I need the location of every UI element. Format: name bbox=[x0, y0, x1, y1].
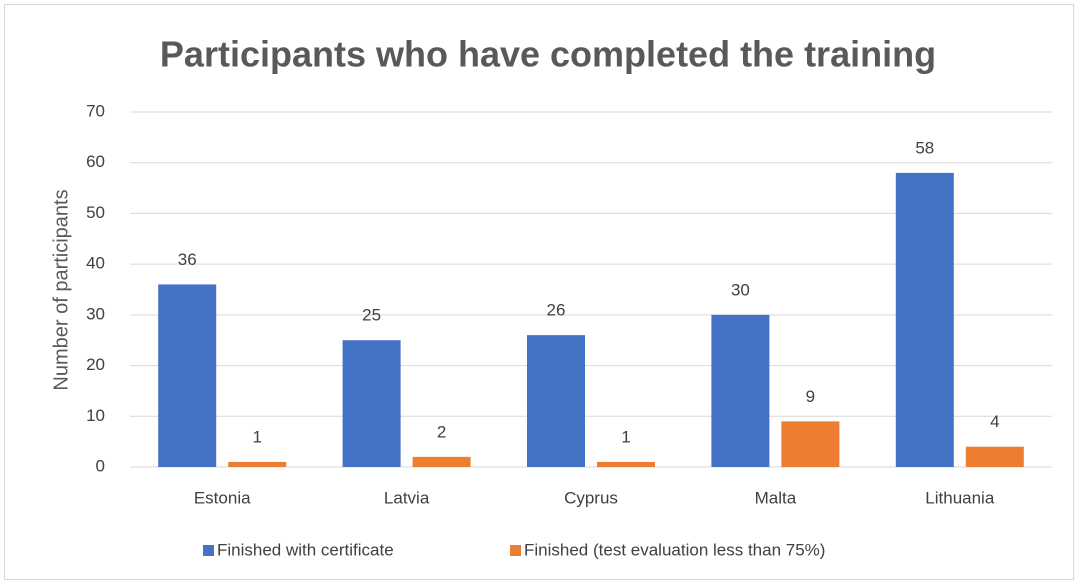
chart-title: Participants who have completed the trai… bbox=[160, 34, 936, 75]
bar bbox=[228, 461, 287, 467]
y-tick-label: 10 bbox=[86, 406, 105, 425]
x-tick-label: Estonia bbox=[194, 488, 251, 507]
x-tick-label: Malta bbox=[755, 488, 797, 507]
legend-label: Finished (test evaluation less than 75%) bbox=[524, 540, 825, 559]
x-tick-label: Latvia bbox=[384, 488, 430, 507]
bar bbox=[895, 172, 954, 467]
legend-swatch bbox=[510, 545, 521, 556]
bar bbox=[711, 314, 770, 467]
bar bbox=[342, 340, 401, 467]
data-label: 2 bbox=[437, 422, 446, 441]
data-label: 26 bbox=[547, 301, 566, 320]
data-label: 25 bbox=[362, 306, 381, 325]
bar bbox=[412, 456, 471, 467]
data-label: 1 bbox=[252, 427, 261, 446]
data-label: 4 bbox=[990, 412, 999, 431]
bar bbox=[781, 421, 840, 467]
data-label: 30 bbox=[731, 280, 750, 299]
y-axis-label: Number of participants bbox=[50, 189, 72, 390]
y-tick-label: 50 bbox=[86, 203, 105, 222]
bar bbox=[965, 446, 1024, 467]
bar bbox=[597, 461, 655, 467]
x-tick-label: Lithuania bbox=[925, 488, 995, 507]
x-tick-label: Cyprus bbox=[564, 488, 618, 507]
bar bbox=[158, 284, 217, 467]
data-label: 58 bbox=[915, 138, 934, 157]
data-label: 1 bbox=[621, 427, 630, 446]
y-tick-label: 30 bbox=[86, 304, 105, 323]
legend-label: Finished with certificate bbox=[217, 540, 394, 559]
y-tick-label: 70 bbox=[86, 101, 105, 120]
data-label: 36 bbox=[178, 250, 197, 269]
y-tick-label: 20 bbox=[86, 355, 105, 374]
y-tick-label: 40 bbox=[86, 254, 105, 273]
y-tick-label: 0 bbox=[96, 456, 105, 475]
legend-swatch bbox=[203, 545, 214, 556]
bar bbox=[527, 335, 585, 467]
y-tick-label: 60 bbox=[86, 152, 105, 171]
data-label: 9 bbox=[806, 387, 815, 406]
